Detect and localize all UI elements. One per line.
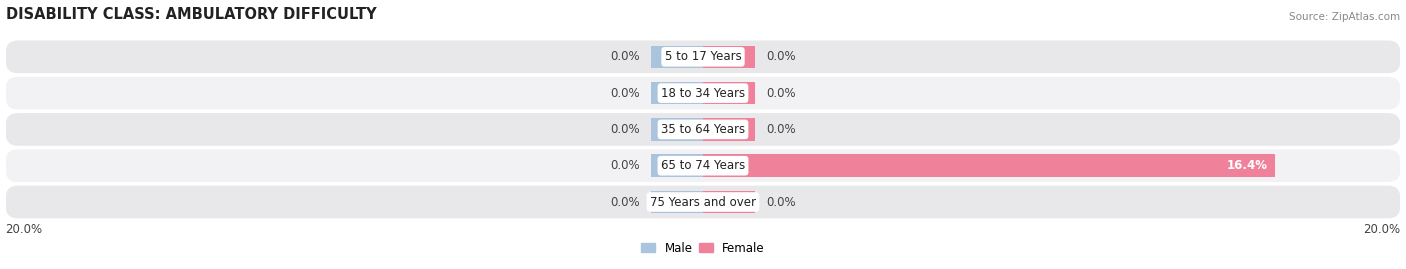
Bar <box>651 45 703 68</box>
Text: 20.0%: 20.0% <box>6 223 42 236</box>
Text: 0.0%: 0.0% <box>610 87 640 100</box>
Text: 0.0%: 0.0% <box>766 50 796 63</box>
FancyBboxPatch shape <box>6 186 1400 218</box>
Text: 75 Years and over: 75 Years and over <box>650 196 756 208</box>
FancyBboxPatch shape <box>6 149 1400 182</box>
Text: 0.0%: 0.0% <box>766 196 796 208</box>
Bar <box>651 154 703 177</box>
Text: 0.0%: 0.0% <box>766 87 796 100</box>
Bar <box>651 191 703 213</box>
FancyBboxPatch shape <box>6 113 1400 146</box>
Text: 18 to 34 Years: 18 to 34 Years <box>661 87 745 100</box>
Bar <box>703 45 755 68</box>
FancyBboxPatch shape <box>6 77 1400 109</box>
Bar <box>703 191 755 213</box>
Text: Source: ZipAtlas.com: Source: ZipAtlas.com <box>1289 12 1400 22</box>
Text: 5 to 17 Years: 5 to 17 Years <box>665 50 741 63</box>
Bar <box>703 118 755 141</box>
Text: 0.0%: 0.0% <box>610 159 640 172</box>
Text: 65 to 74 Years: 65 to 74 Years <box>661 159 745 172</box>
Text: 0.0%: 0.0% <box>610 123 640 136</box>
Text: 20.0%: 20.0% <box>1364 223 1400 236</box>
Text: 16.4%: 16.4% <box>1227 159 1268 172</box>
Text: 35 to 64 Years: 35 to 64 Years <box>661 123 745 136</box>
Text: DISABILITY CLASS: AMBULATORY DIFFICULTY: DISABILITY CLASS: AMBULATORY DIFFICULTY <box>6 7 377 22</box>
Text: 0.0%: 0.0% <box>610 50 640 63</box>
Bar <box>651 82 703 104</box>
Text: 0.0%: 0.0% <box>766 123 796 136</box>
Bar <box>703 154 1275 177</box>
Legend: Male, Female: Male, Female <box>637 237 769 259</box>
Bar <box>651 118 703 141</box>
FancyBboxPatch shape <box>6 41 1400 73</box>
Bar <box>703 82 755 104</box>
Text: 0.0%: 0.0% <box>610 196 640 208</box>
